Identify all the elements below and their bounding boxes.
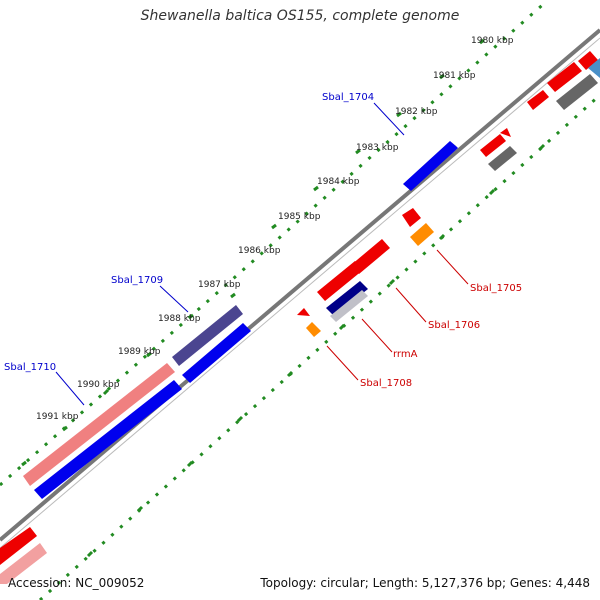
gene-arrow[interactable] xyxy=(34,380,182,499)
gene-arrow[interactable] xyxy=(306,322,321,337)
gene-arrow[interactable] xyxy=(317,261,363,301)
gene-arrow[interactable] xyxy=(578,51,598,70)
gene-label-sbal-1708[interactable]: Sbal_1708 xyxy=(360,378,412,389)
inner-track-ticks xyxy=(86,143,546,558)
gene-arrow[interactable] xyxy=(527,90,549,110)
gene-arrow[interactable] xyxy=(297,308,310,316)
gene-labels: Sbal_1704 Sbal_1709 Sbal_1710 Sbal_1705 … xyxy=(4,92,522,389)
outer-track-ticks xyxy=(21,38,485,467)
gene-arrow[interactable] xyxy=(556,74,598,110)
ruler-label: 1982 kbp xyxy=(395,107,438,117)
gene-label-sbal-1704[interactable]: Sbal_1704 xyxy=(322,92,374,103)
ruler-label: 1989 kbp xyxy=(118,347,161,357)
ruler-label: 1983 kbp xyxy=(356,143,399,153)
accession-text: Accession: NC_009052 xyxy=(8,576,145,590)
gene-label-sbal-1705[interactable]: Sbal_1705 xyxy=(470,283,522,294)
gene-arrow[interactable] xyxy=(326,281,368,316)
gene-arrow[interactable] xyxy=(410,223,434,246)
gene-arrow[interactable] xyxy=(0,543,47,584)
label-leaders xyxy=(55,102,469,406)
gene-arrow[interactable] xyxy=(402,208,421,227)
gene-arrow[interactable] xyxy=(488,146,517,171)
gene-label-sbal-1706[interactable]: Sbal_1706 xyxy=(428,320,480,331)
gene-arrow[interactable] xyxy=(23,363,175,486)
gene-arrow[interactable] xyxy=(480,134,506,157)
ruler-label: 1986 kbp xyxy=(238,246,281,256)
gene-arrow[interactable] xyxy=(172,305,243,366)
gene-label-sbal-1709[interactable]: Sbal_1709 xyxy=(111,275,163,286)
gene-arrow[interactable] xyxy=(588,58,600,78)
ruler-label: 1991 kbp xyxy=(36,412,79,422)
ruler-label: 1980 kbp xyxy=(471,36,514,46)
ruler-label: 1988 kbp xyxy=(158,314,201,324)
gene-label-sbal-1710[interactable]: Sbal_1710 xyxy=(4,362,56,373)
gene-arrow[interactable] xyxy=(182,323,251,383)
backbone-inner xyxy=(0,37,600,549)
gene-arrow[interactable] xyxy=(403,141,458,191)
outer-gc-track xyxy=(0,0,549,487)
gene-arrow[interactable] xyxy=(547,62,582,92)
reverse-strand-genes xyxy=(297,208,434,337)
ruler-label: 1987 kbp xyxy=(198,280,241,290)
map-title: Shewanella baltica OS155, complete genom… xyxy=(140,8,460,24)
ruler-label: 1981 kbp xyxy=(433,71,476,81)
gene-arrow[interactable] xyxy=(0,527,37,565)
ruler-label: 1985 kbp xyxy=(278,212,321,222)
backbone-outer xyxy=(0,28,600,542)
ruler-labels: 1980 kbp 1981 kbp 1982 kbp 1983 kbp 1984… xyxy=(36,36,514,422)
ruler-label: 1990 kbp xyxy=(77,380,120,390)
ruler-label: 1984 kbp xyxy=(317,177,360,187)
gene-label-rrma[interactable]: rrmA xyxy=(393,349,418,360)
gene-arrow[interactable] xyxy=(351,239,390,274)
genome-summary-text: Topology: circular; Length: 5,127,376 bp… xyxy=(260,576,590,590)
forward-strand-genes xyxy=(0,51,600,584)
